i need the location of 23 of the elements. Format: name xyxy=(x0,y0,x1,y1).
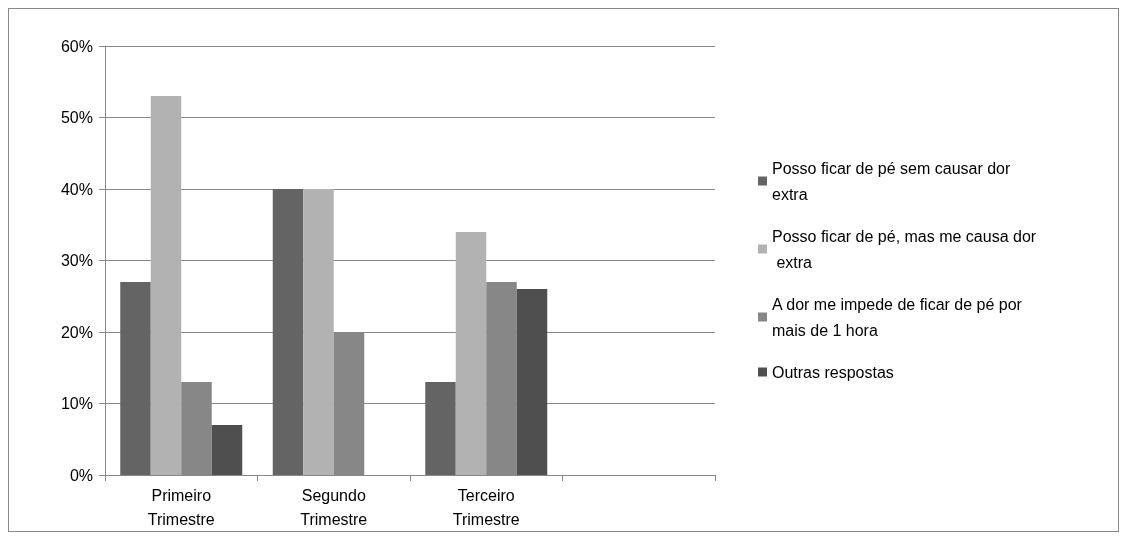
y-tick-label: 20% xyxy=(60,323,93,341)
legend-label: Outras respostas xyxy=(772,363,894,381)
bar xyxy=(425,382,456,475)
bar xyxy=(516,289,548,475)
bar xyxy=(150,96,182,475)
y-tick-label: 10% xyxy=(60,395,93,412)
x-tick-label: Segundo Trimestre xyxy=(300,486,368,528)
y-tick-label: 60% xyxy=(60,37,93,55)
y-tick-label: 0% xyxy=(69,466,93,484)
bar xyxy=(211,424,243,475)
bar xyxy=(120,281,151,475)
bar xyxy=(486,281,517,475)
y-tick-label: 40% xyxy=(60,180,93,198)
y-tick-label: 30% xyxy=(60,252,93,269)
legend-label: Posso ficar de pé sem causar dor extra xyxy=(772,159,1015,203)
bar xyxy=(303,189,334,475)
x-tick-label: Terceiro Trimestre xyxy=(452,486,520,528)
legend-label: A dor me impede de ficar de pé por mais de 1 hora xyxy=(772,295,1027,339)
legend-label: Posso ficar de pé, mas me causa dor extra xyxy=(772,227,1037,271)
y-tick-label: 50% xyxy=(60,109,93,126)
bar xyxy=(455,231,487,475)
x-tick-label: Primeiro Trimestre xyxy=(147,486,215,528)
bar xyxy=(272,189,304,475)
